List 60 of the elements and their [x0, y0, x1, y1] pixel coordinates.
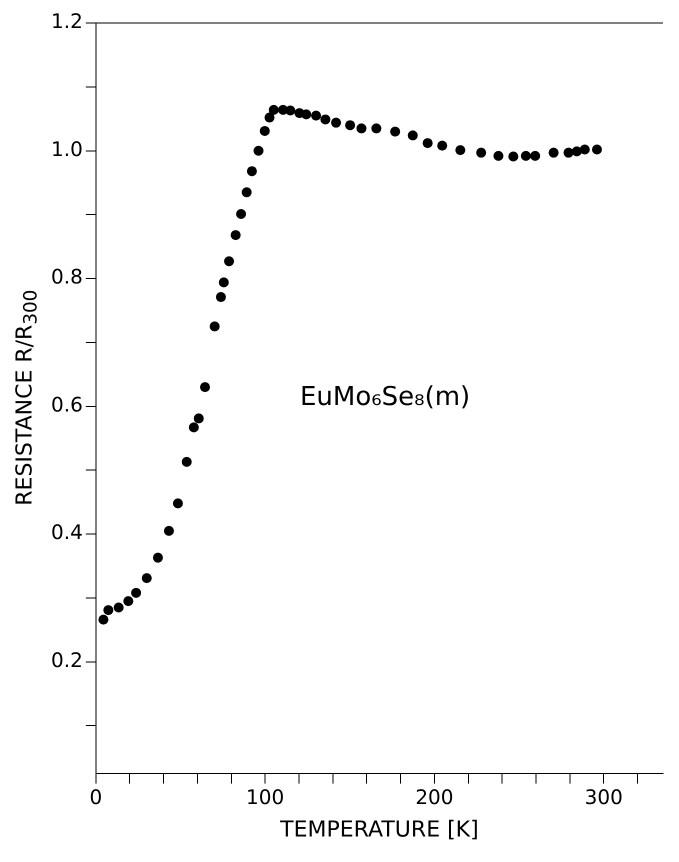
- point: [493, 150, 504, 161]
- point: [455, 145, 466, 156]
- point: [580, 144, 590, 154]
- point: [103, 605, 114, 616]
- point: [268, 104, 279, 115]
- point: [301, 109, 312, 120]
- point: [508, 152, 518, 162]
- point: [131, 588, 142, 598]
- point: [311, 110, 322, 121]
- x-axis-title: TEMPERATURE [K]: [279, 818, 479, 843]
- point: [216, 292, 226, 302]
- point: [520, 150, 531, 161]
- y-tick-label: 0.4: [50, 520, 83, 544]
- point: [142, 573, 152, 584]
- point: [242, 187, 252, 198]
- point: [152, 552, 163, 563]
- point: [194, 413, 204, 424]
- point: [224, 256, 234, 266]
- point: [114, 602, 124, 613]
- point: [422, 138, 433, 148]
- point: [437, 140, 448, 151]
- point: [264, 112, 275, 123]
- point: [98, 614, 108, 625]
- point: [285, 106, 296, 116]
- x-tick-label: 200: [415, 784, 454, 809]
- point: [548, 148, 559, 158]
- y-tick-label: 1.2: [50, 9, 83, 34]
- point: [592, 144, 602, 154]
- point: [254, 146, 264, 156]
- x-tick-label: 0: [89, 784, 102, 809]
- point: [260, 126, 270, 136]
- point: [345, 120, 356, 130]
- point: [356, 123, 366, 134]
- point: [200, 382, 210, 392]
- point: [331, 118, 342, 128]
- point: [218, 277, 229, 288]
- point: [564, 148, 574, 158]
- point: [164, 526, 174, 536]
- x-tick-label: 300: [584, 784, 623, 809]
- point: [236, 209, 246, 220]
- annotation: EuMo₆Se₈(m): [300, 382, 470, 412]
- point: [210, 321, 220, 332]
- y-tick-label: 0.6: [50, 392, 83, 416]
- point: [390, 126, 400, 137]
- point: [320, 114, 330, 124]
- point: [572, 146, 582, 156]
- point: [188, 422, 199, 432]
- point: [123, 596, 134, 606]
- point: [172, 498, 183, 508]
- x-tick-label: 100: [246, 784, 284, 809]
- y-tick-label: 0.8: [50, 264, 83, 289]
- y-tick-label: 1.0: [50, 136, 83, 161]
- point: [371, 123, 382, 134]
- point: [246, 166, 257, 176]
- point: [182, 456, 192, 467]
- point: [530, 150, 540, 161]
- point: [476, 148, 486, 158]
- y-tick-label: 0.2: [50, 648, 83, 672]
- point: [408, 130, 418, 140]
- point: [230, 230, 241, 240]
